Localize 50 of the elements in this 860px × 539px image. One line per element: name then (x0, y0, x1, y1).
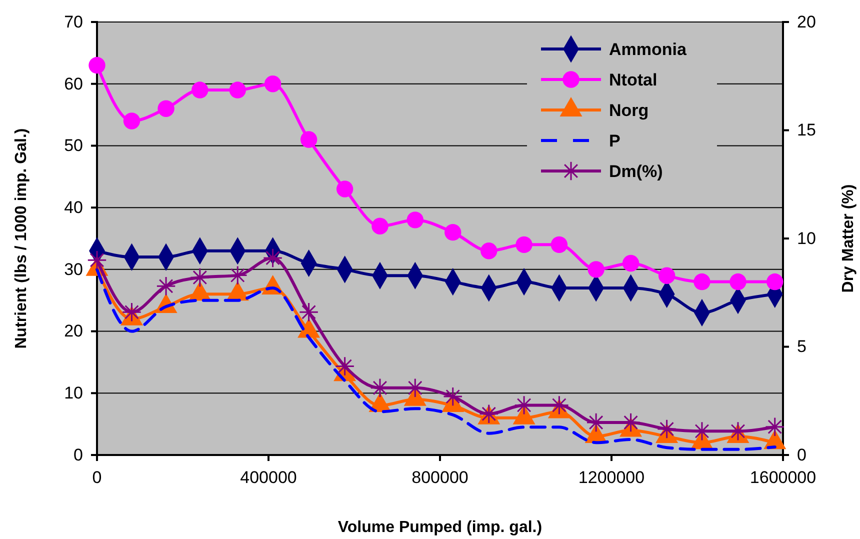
y-axis-title: Nutrient (lbs / 1000 imp. Gal.) (13, 128, 30, 349)
point (694, 273, 710, 290)
point (156, 276, 176, 296)
point (372, 218, 388, 234)
x-tick-label: 800000 (412, 468, 468, 488)
point (228, 265, 248, 286)
y-tick-label: 70 (64, 12, 83, 32)
point (190, 268, 210, 288)
point (480, 242, 498, 260)
point (406, 212, 424, 228)
legend-label: Dm(%) (609, 162, 663, 181)
legend-label: Norg (609, 101, 649, 120)
legend-label: P (609, 132, 620, 150)
y2-tick-label: 5 (797, 337, 806, 356)
point (298, 302, 319, 322)
point (336, 180, 354, 198)
y-tick-label: 0 (74, 445, 83, 464)
point (516, 236, 532, 254)
point (443, 386, 463, 406)
y-tick-label: 40 (64, 198, 83, 218)
point (588, 261, 604, 278)
y2-axis-title: Dry Matter (%) (840, 184, 857, 293)
y-tick-label: 50 (64, 136, 83, 156)
x-tick-label: 0 (92, 468, 102, 488)
y2-tick-label: 20 (797, 12, 816, 32)
legend-label: Ntotal (609, 70, 658, 90)
y-tick-label: 60 (64, 74, 83, 94)
x-tick-label: 400000 (240, 468, 297, 488)
y2-tick-label: 0 (797, 445, 806, 464)
point (262, 248, 283, 268)
x-tick-label: 1200000 (578, 468, 645, 488)
point (122, 302, 142, 322)
y2-tick-label: 10 (797, 228, 816, 248)
x-axis-title: Volume Pumped (imp. gal.) (338, 519, 542, 536)
point (658, 267, 676, 284)
point (656, 419, 677, 439)
point (334, 356, 355, 376)
point (87, 250, 107, 270)
point (730, 273, 746, 290)
x-tick-label: 1600000 (750, 468, 816, 488)
point (444, 224, 462, 241)
legend-label: Ammonia (609, 40, 687, 59)
point (766, 273, 784, 290)
y-tick-label: 20 (64, 322, 83, 341)
point (622, 254, 640, 272)
y-tick-label: 10 (64, 384, 83, 403)
y-tick-label: 30 (64, 260, 83, 279)
point (550, 236, 568, 254)
y2-tick-label: 15 (797, 120, 816, 140)
point (765, 417, 785, 437)
